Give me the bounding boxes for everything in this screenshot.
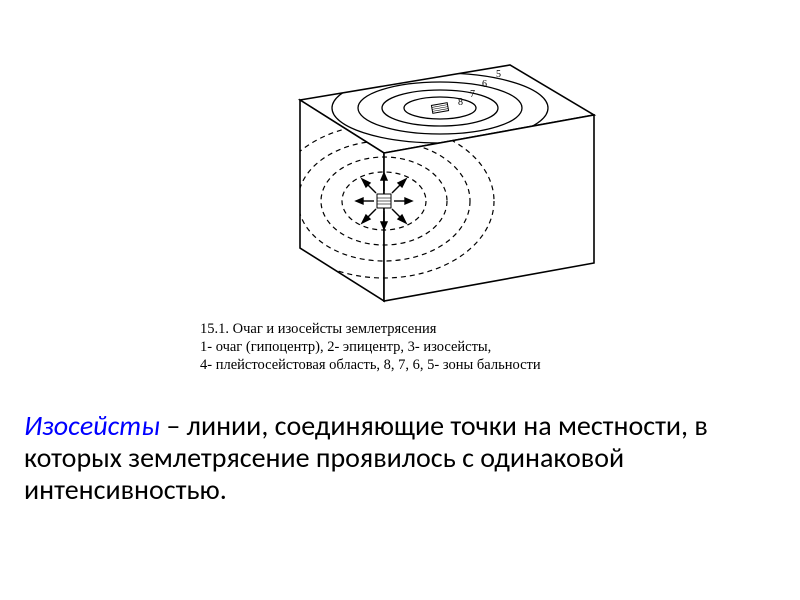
caption-line-3: 4- плейстосейстовая область, 8, 7, 6, 5-… [200,356,680,374]
definition-term: Изосейсты [24,408,160,443]
zone-label-6: 6 [482,79,487,90]
zone-label-7: 7 [470,89,475,100]
caption-title: 15.1. Очаг и изосейсты землетрясения [200,320,680,338]
zone-label-5: 5 [496,69,501,80]
figure-caption: 15.1. Очаг и изосейсты землетрясения 1- … [200,320,680,374]
caption-line-2: 1- очаг (гипоцентр), 2- эпицентр, 3- изо… [200,338,680,356]
hypocenter [356,173,412,229]
definition-text: Изосейсты – линии, соединяющие точки на … [24,410,776,507]
earthquake-block-diagram: 5 6 7 8 [260,5,620,305]
zone-label-8: 8 [458,97,463,108]
